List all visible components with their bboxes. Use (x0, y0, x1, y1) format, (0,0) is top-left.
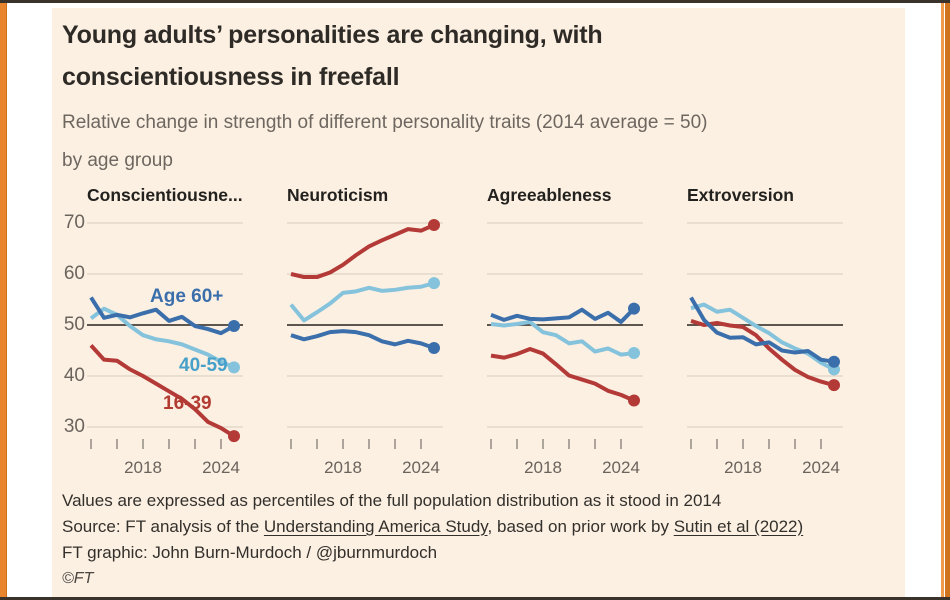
chart-plot-conscientiousness: 2018 2024 (87, 222, 243, 477)
left-accent-bar (0, 0, 7, 600)
bottom-edge-line (0, 597, 950, 600)
series-end-dot (628, 347, 640, 360)
series-line (490, 346, 635, 403)
x-tick-label: 2018 (124, 458, 162, 477)
chart-neuroticism: Neuroticism 2018 2024 (287, 183, 447, 477)
page-subtitle-line-2: by age group (62, 150, 173, 171)
series-end-dot (428, 219, 440, 232)
page-title-line-1: Young adults’ personalities are changing… (62, 21, 603, 49)
y-axis-label-50: 50 (63, 314, 85, 335)
series-line (290, 329, 435, 350)
page-title: Young adults’ personalities are changing… (62, 14, 603, 98)
series-line (490, 307, 636, 324)
chart-title-neuroticism: Neuroticism (287, 185, 389, 205)
series-end-dot (228, 430, 240, 443)
x-tick-label: 2024 (802, 458, 840, 477)
chart-plot-extroversion: 2018 2024 (687, 222, 843, 477)
y-axis: 70 60 50 40 30 (62, 183, 87, 483)
series-line (690, 302, 835, 372)
footnote: Values are expressed as percentiles of t… (62, 491, 722, 510)
chart-plot-agreeableness: 2018 2024 (487, 222, 643, 477)
x-tick-label: 2024 (202, 458, 240, 477)
source-link-understanding-america-study[interactable]: Understanding America Study (263, 517, 488, 536)
right-accent-stripe (941, 0, 944, 600)
series-line (689, 296, 835, 364)
chart-agreeableness: Agreeableness 2018 2024 (487, 183, 647, 477)
chart-extroversion: Extroversion 2018 2024 (687, 183, 847, 477)
series-line (490, 319, 635, 357)
right-accent-bar (945, 0, 950, 600)
series-end-dot (428, 341, 440, 354)
footer: Values are expressed as percentiles of t… (62, 488, 803, 592)
top-edge-line (0, 0, 950, 3)
series-line (89, 344, 236, 438)
series-end-dot (228, 361, 240, 374)
page-subtitle: Relative change in strength of different… (62, 104, 708, 180)
chart-title-agreeableness: Agreeableness (487, 185, 612, 205)
page-subtitle-line-1: Relative change in strength of different… (62, 112, 708, 133)
series-end-dot (228, 320, 240, 333)
y-axis-label-60: 60 (63, 263, 85, 284)
copyright: ©FT (62, 570, 94, 587)
series-label-16-39: 16-39 (163, 393, 212, 414)
series-label-40-59: 40-59 (179, 355, 228, 376)
x-tick-label: 2024 (602, 458, 640, 477)
source-prefix: Source: FT analysis of the (62, 517, 264, 536)
y-axis-label-30: 30 (63, 416, 85, 437)
series-end-dot (428, 277, 440, 290)
chart-title-conscientiousness: Conscientiousne... (87, 185, 243, 205)
source-link-sutin-et-al[interactable]: Sutin et al (2022) (673, 517, 804, 536)
series-line (290, 223, 435, 280)
chart-panel: Young adults’ personalities are changing… (52, 8, 905, 597)
source-line: Source: FT analysis of the Understanding… (62, 514, 803, 540)
series-line (89, 296, 235, 336)
page-title-line-2: conscientiousness in freefall (62, 63, 400, 91)
y-axis-label-40: 40 (63, 365, 85, 386)
series-end-dot (828, 379, 840, 392)
x-tick-label: 2018 (324, 458, 362, 477)
x-tick-label: 2018 (524, 458, 562, 477)
chart-conscientiousness: Conscientiousne... 2018 2024 Age 60+ 40-5… (87, 183, 247, 477)
chart-plot-neuroticism: 2018 2024 (287, 219, 443, 477)
credit-line: FT graphic: John Burn-Murdoch / @jburnmu… (62, 543, 438, 562)
chart-title-extroversion: Extroversion (687, 185, 794, 205)
x-tick-label: 2018 (724, 458, 762, 477)
source-middle: , based on prior work by (487, 517, 674, 536)
series-line (289, 281, 435, 323)
y-axis-label-70: 70 (63, 212, 85, 233)
series-label-age-60: Age 60+ (150, 286, 224, 307)
series-end-dot (628, 394, 640, 407)
x-tick-label: 2024 (402, 458, 440, 477)
charts-row: 70 60 50 40 30 Conscientiousne... 2018 20… (62, 183, 887, 483)
series-end-dot (628, 302, 640, 315)
series-end-dot (828, 355, 840, 368)
